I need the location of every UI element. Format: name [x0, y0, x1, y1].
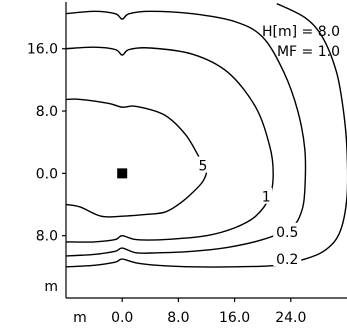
contour-line-0-5: [65, 10, 307, 257]
contour-label-1: 1: [262, 190, 271, 206]
contour-label-5: 5: [199, 159, 208, 175]
annotation-mf: MF = 1.0: [277, 44, 340, 60]
annotation-height: H[m] = 8.0: [262, 24, 340, 40]
y-tick-label: 8.0: [36, 104, 58, 120]
source-marker: [117, 168, 128, 179]
contour-label-0-5: 0.5: [276, 225, 298, 241]
contour-label-background: [260, 187, 273, 204]
x-tick-label: 16.0: [219, 310, 250, 326]
contour-labels-layer: 5 1 0.5 0.2: [196, 156, 302, 268]
contour-label-0-2: 0.2: [276, 252, 298, 268]
marker-layer: [117, 168, 128, 179]
contour-label-background: [273, 222, 302, 239]
x-tick-label: m: [73, 310, 87, 326]
contour-line-5: [65, 98, 208, 218]
contours-layer: [65, 2, 347, 268]
y-tick-label: m: [44, 279, 58, 295]
y-tick-label: 8.0: [36, 229, 58, 245]
contour-label-background: [273, 250, 302, 267]
x-tick-label: 0.0: [111, 310, 133, 326]
ticks-layer: m 0.0 8.0 16.0 24.0 16.0 8.0 0.0 8.0 m: [27, 42, 307, 326]
y-tick-label: 16.0: [27, 42, 58, 58]
contour-label-background: [196, 156, 209, 173]
y-tick-label: 0.0: [36, 166, 58, 182]
contour-line-1: [65, 46, 274, 243]
x-tick-label: 8.0: [167, 310, 189, 326]
contour-line-0-2: [65, 2, 347, 268]
x-tick-label: 24.0: [275, 310, 306, 326]
